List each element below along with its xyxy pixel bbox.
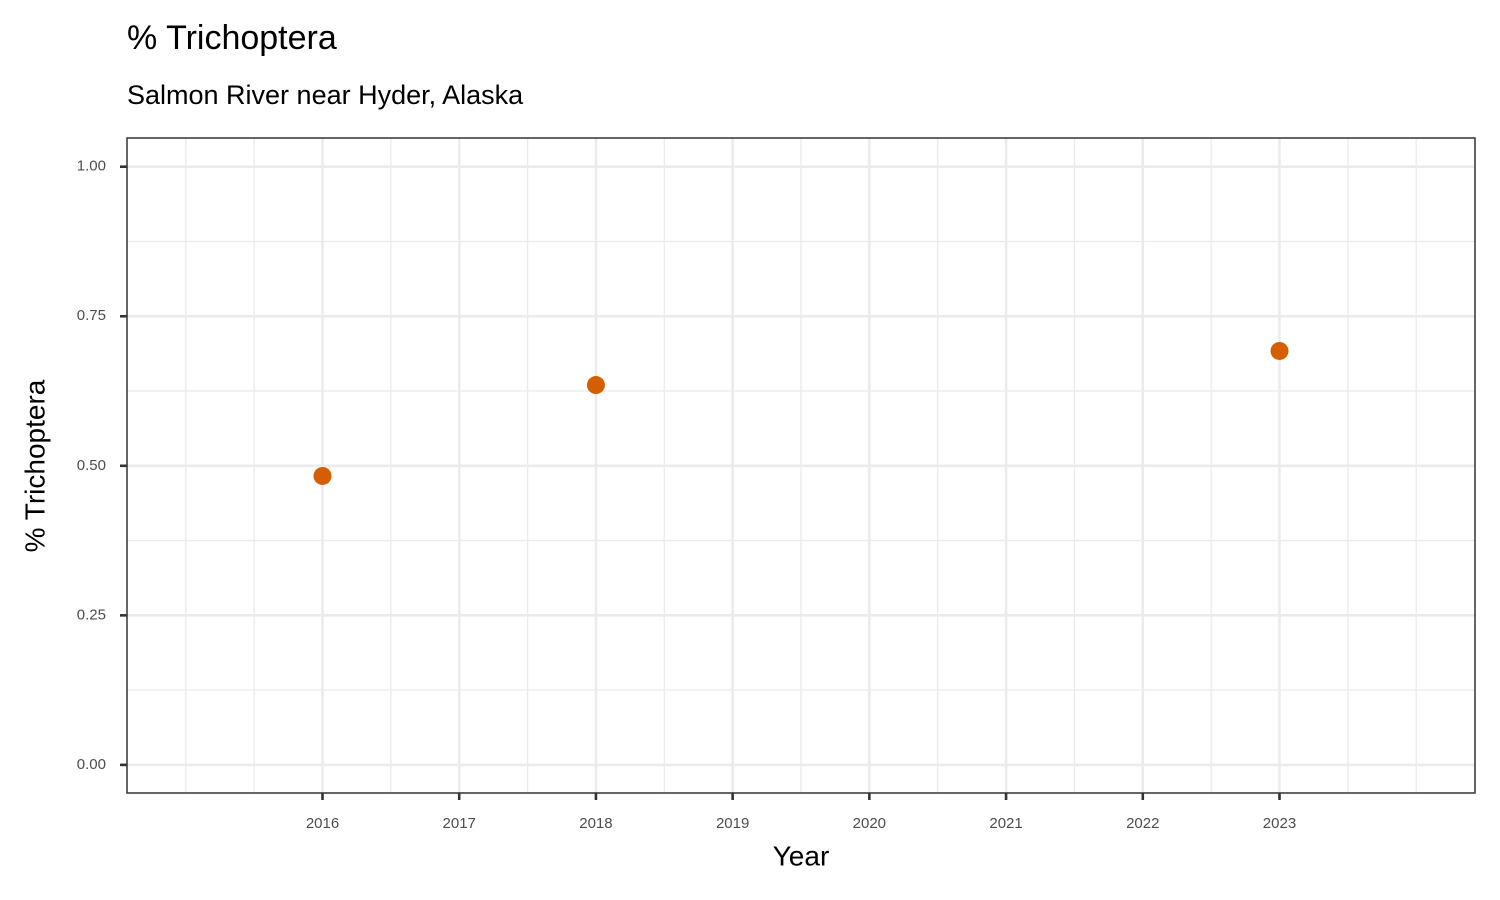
point: [586, 376, 605, 395]
y-axis-label: % Trichoptera: [19, 379, 50, 552]
x-tick-label: 2018: [579, 815, 612, 832]
y-tick-label: 0.25: [77, 606, 106, 623]
x-tick-label: 2022: [1126, 815, 1159, 832]
x-tick-label: 2021: [989, 815, 1022, 832]
point: [1270, 341, 1289, 360]
x-axis-label: Year: [773, 840, 830, 871]
chart-subtitle: Salmon River near Hyder, Alaska: [127, 80, 524, 110]
x-tick-label: 2017: [443, 815, 476, 832]
y-tick-label: 0.50: [77, 457, 106, 474]
x-tick-label: 2016: [306, 815, 339, 832]
x-tick-label: 2020: [853, 815, 886, 832]
x-tick-label: 2023: [1263, 815, 1296, 832]
y-tick-label: 0.00: [77, 756, 106, 773]
chart-title: % Trichoptera: [127, 19, 337, 57]
y-tick-label: 1.00: [77, 158, 106, 175]
point: [313, 466, 332, 485]
x-tick-label: 2019: [716, 815, 749, 832]
panel-border: [126, 137, 1476, 794]
y-tick-label: 0.75: [77, 307, 106, 324]
